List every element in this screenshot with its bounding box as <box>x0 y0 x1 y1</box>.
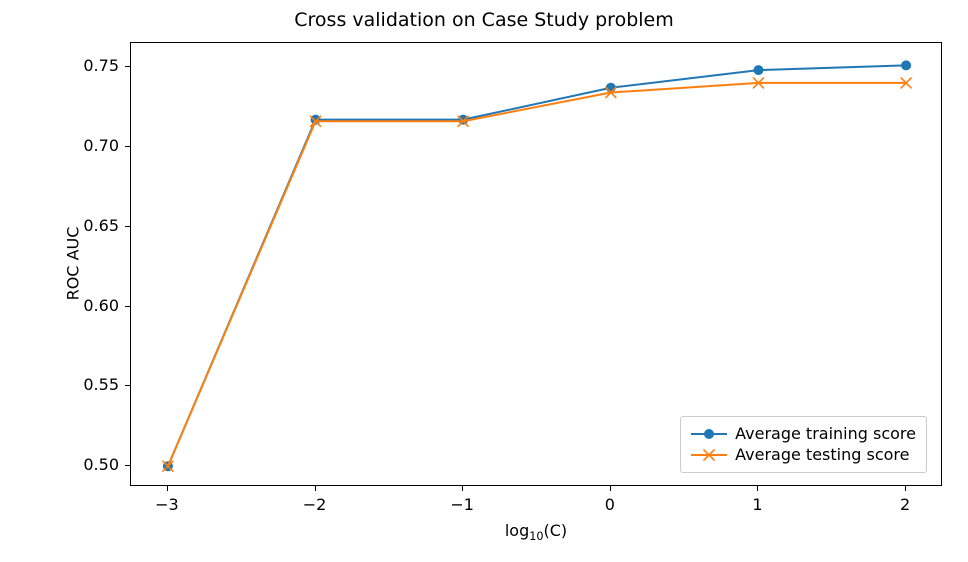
legend-entry-test: Average testing score <box>689 444 916 466</box>
y-axis-label: ROC AUC <box>63 227 82 301</box>
x-tick-label: 1 <box>727 495 787 514</box>
x-tick <box>905 486 906 491</box>
x-tick-label: −2 <box>285 495 345 514</box>
y-tick-label: 0.65 <box>83 216 119 235</box>
series-train <box>163 61 910 471</box>
y-tick <box>125 465 130 466</box>
y-tick <box>125 226 130 227</box>
y-tick <box>125 306 130 307</box>
chart-title: Cross validation on Case Study problem <box>0 9 968 31</box>
y-tick-label: 0.60 <box>83 296 119 315</box>
x-tick <box>167 486 168 491</box>
y-tick-label: 0.75 <box>83 56 119 75</box>
y-tick-label: 0.50 <box>83 455 119 474</box>
y-tick-label: 0.70 <box>83 136 119 155</box>
x-tick-label: −3 <box>137 495 197 514</box>
figure: Cross validation on Case Study problem A… <box>0 0 968 562</box>
series-test <box>163 78 911 471</box>
y-tick <box>125 385 130 386</box>
legend: Average training score Average testing s… <box>680 416 927 473</box>
x-axis-label: log10(C) <box>130 521 942 543</box>
legend-swatch-test <box>689 447 729 463</box>
x-tick <box>315 486 316 491</box>
y-tick <box>125 66 130 67</box>
legend-label-test: Average testing score <box>735 444 909 466</box>
x-tick <box>610 486 611 491</box>
x-tick-label: −1 <box>432 495 492 514</box>
x-tick <box>757 486 758 491</box>
x-tick-label: 0 <box>580 495 640 514</box>
x-tick <box>462 486 463 491</box>
axes-box: Average training score Average testing s… <box>130 42 942 486</box>
legend-swatch-train <box>689 426 729 442</box>
legend-label-train: Average training score <box>735 423 916 445</box>
x-tick-label: 2 <box>875 495 935 514</box>
legend-entry-train: Average training score <box>689 423 916 445</box>
y-tick-label: 0.55 <box>83 375 119 394</box>
y-tick <box>125 146 130 147</box>
